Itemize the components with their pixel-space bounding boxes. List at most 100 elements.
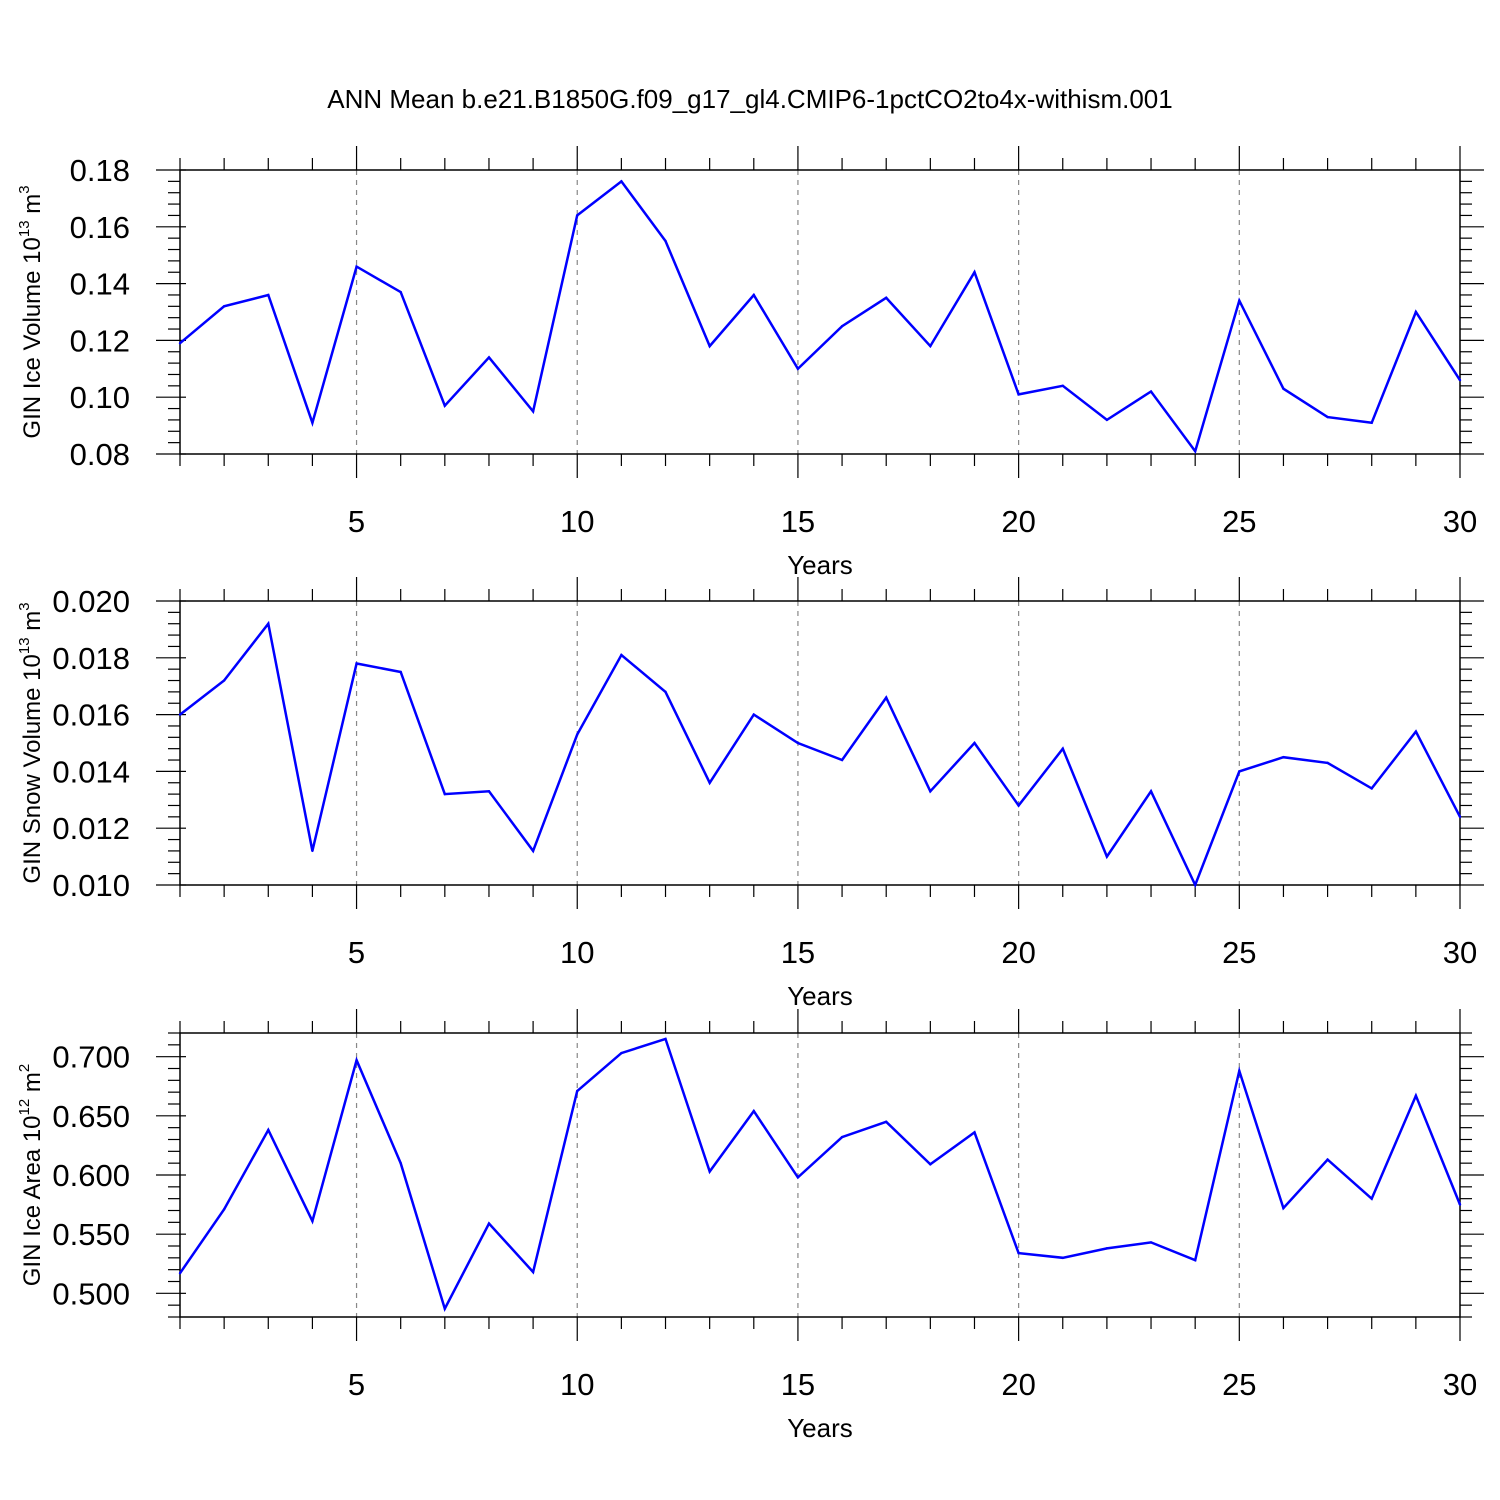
- x-tick-label: 25: [1222, 504, 1256, 539]
- x-tick-label: 5: [348, 935, 365, 970]
- data-point: [267, 622, 270, 625]
- x-tick-label: 30: [1443, 935, 1477, 970]
- y-tick-label: 0.10: [70, 380, 130, 415]
- data-point: [531, 410, 535, 413]
- data-point: [1326, 1158, 1329, 1161]
- y-axis-title: GIN Ice Volume 1013 m3: [16, 185, 46, 438]
- data-point: [443, 404, 447, 407]
- data-point: [1149, 390, 1153, 393]
- data-point: [576, 733, 579, 736]
- data-point: [1105, 418, 1109, 422]
- x-tick-label: 20: [1001, 1367, 1035, 1402]
- data-point: [1193, 1259, 1197, 1262]
- y-axis-title-unit-exponent: 2: [16, 1064, 33, 1072]
- y-axis-title-unit-exponent: 3: [16, 602, 33, 610]
- data-point: [620, 1051, 623, 1055]
- y-axis-title: GIN Ice Area 1012 m2: [16, 1064, 46, 1286]
- x-tick-label: 10: [560, 1367, 594, 1402]
- data-point: [1326, 415, 1329, 419]
- x-tick-label: 10: [560, 935, 594, 970]
- y-tick-label: 0.018: [52, 641, 130, 676]
- data-point: [973, 1131, 976, 1134]
- x-tick-label: 25: [1222, 935, 1256, 970]
- plot-frame: [179, 169, 1461, 455]
- data-point: [267, 293, 270, 297]
- data-point: [973, 741, 976, 745]
- data-point: [531, 849, 535, 853]
- data-point: [620, 180, 623, 183]
- data-point: [1326, 761, 1329, 765]
- y-axis-title-unit: m: [19, 611, 46, 638]
- x-tick-label: 20: [1001, 935, 1035, 970]
- y-tick-label: 0.650: [52, 1099, 130, 1134]
- data-point: [929, 344, 932, 348]
- y-tick-label: 0.020: [52, 584, 130, 619]
- data-point: [355, 662, 358, 665]
- x-tick-label: 10: [560, 504, 594, 539]
- y-tick-label: 0.08: [70, 437, 130, 472]
- data-point: [796, 1176, 800, 1179]
- data-point: [885, 296, 888, 299]
- y-tick-label: 0.550: [52, 1217, 130, 1252]
- x-tick-label: 5: [348, 504, 365, 539]
- data-point: [311, 1219, 314, 1223]
- plot-frame: [179, 600, 1461, 886]
- data-point: [355, 1059, 358, 1062]
- data-point: [399, 670, 402, 674]
- data-point: [1414, 730, 1418, 733]
- y-tick-label: 0.014: [52, 754, 130, 789]
- data-point: [708, 1170, 711, 1173]
- panel-3: 5 10 15 20 25 30 Years 0.500 0.550 0.600 0.650 0.70…: [16, 1009, 1484, 1443]
- y-tick-label: 0.16: [70, 210, 130, 245]
- data-point: [1458, 815, 1462, 819]
- data-point: [1193, 883, 1197, 887]
- data-point: [664, 1037, 667, 1041]
- data-point: [443, 1307, 447, 1310]
- data-point: [664, 239, 667, 243]
- y-axis-title-unit: m: [19, 194, 46, 221]
- x-axis-title: Years: [787, 981, 853, 1011]
- data-point: [1061, 384, 1064, 388]
- data-point: [222, 1208, 226, 1211]
- data-point: [1105, 1247, 1109, 1250]
- series-line: [179, 620, 1462, 889]
- data-point: [487, 790, 491, 793]
- y-tick-label: 0.700: [52, 1040, 130, 1075]
- y-tick-label: 0.18: [70, 153, 130, 188]
- data-point: [399, 290, 402, 294]
- y-axis-title: GIN Snow Volume 1013 m3: [16, 602, 46, 883]
- data-point: [1238, 1069, 1241, 1073]
- y-axis-title-text: GIN Ice Area 10: [19, 1115, 46, 1286]
- x-tick-label: 15: [781, 935, 815, 970]
- data-point: [1061, 1256, 1064, 1260]
- chart-panels: 5 10 15 20 25 30Years0.080.100.120.140.160.18…: [16, 146, 1484, 1443]
- x-tick-label: 5: [348, 1367, 365, 1402]
- data-point: [531, 1270, 535, 1274]
- data-point: [399, 1161, 402, 1165]
- data-point: [1238, 770, 1241, 773]
- data-point: [929, 790, 932, 793]
- y-tick-label: 0.012: [52, 811, 130, 846]
- x-tick-label: 30: [1443, 1367, 1477, 1402]
- data-point: [1105, 855, 1109, 858]
- data-point: [1149, 790, 1153, 793]
- data-point: [1370, 787, 1373, 790]
- data-point: [1017, 804, 1020, 807]
- data-point: [885, 696, 888, 699]
- data-point: [929, 1163, 932, 1166]
- data-point: [1458, 1203, 1462, 1206]
- panel-2: 5 10 15 20 25 30 Years 0.010 0.012 0.014 0.016 0.01…: [16, 577, 1484, 1011]
- data-point: [222, 305, 226, 308]
- data-point: [1017, 393, 1020, 396]
- data-point: [708, 344, 711, 348]
- data-point: [576, 1089, 579, 1093]
- data-point: [1414, 310, 1418, 314]
- data-point: [885, 1120, 888, 1123]
- y-tick-label: 0.016: [52, 698, 130, 733]
- data-point: [1370, 1197, 1373, 1200]
- y-tick-label: 0.14: [70, 267, 130, 302]
- data-point: [355, 265, 358, 268]
- data-point: [620, 653, 623, 657]
- y-tick-label: 0.010: [52, 868, 130, 903]
